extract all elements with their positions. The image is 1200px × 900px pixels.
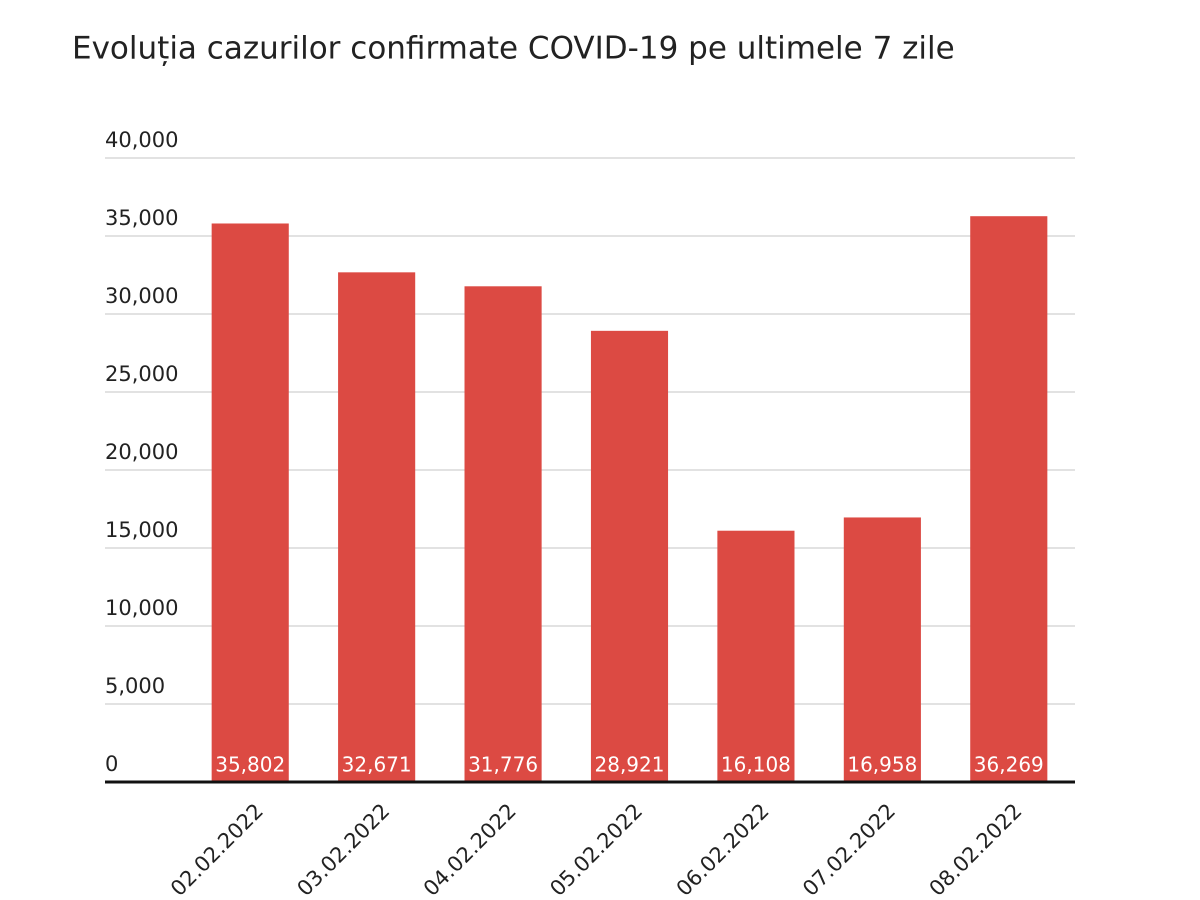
- bar: [970, 216, 1048, 782]
- y-tick-label: 35,000: [105, 206, 178, 230]
- x-tick-label: 07.02.2022: [798, 799, 900, 900]
- y-tick-label: 5,000: [105, 674, 165, 698]
- bar: [338, 272, 416, 782]
- y-tick-label: 0: [105, 752, 118, 776]
- chart-title: Evoluția cazurilor confirmate COVID-19 p…: [72, 31, 955, 67]
- x-tick-label: 02.02.2022: [166, 799, 268, 900]
- x-tick-label: 03.02.2022: [292, 799, 394, 900]
- value-label: 31,776: [468, 753, 538, 777]
- y-tick-label: 25,000: [105, 362, 178, 386]
- y-tick-label: 30,000: [105, 284, 178, 308]
- y-tick-label: 15,000: [105, 518, 178, 542]
- y-tick-label: 20,000: [105, 440, 178, 464]
- value-label: 36,269: [974, 753, 1044, 777]
- value-label: 32,671: [342, 753, 412, 777]
- bar: [590, 330, 669, 782]
- value-label: 16,108: [721, 753, 791, 777]
- bar: [211, 223, 289, 783]
- x-tick-label: 08.02.2022: [925, 799, 1027, 900]
- x-tick-label: 05.02.2022: [545, 799, 647, 900]
- y-tick-label: 10,000: [105, 596, 178, 620]
- bar: [843, 517, 921, 782]
- value-label: 16,958: [847, 753, 917, 777]
- x-tick-label: 04.02.2022: [419, 799, 521, 900]
- bar: [717, 530, 795, 782]
- x-tick-label: 06.02.2022: [672, 799, 774, 900]
- bar: [464, 286, 542, 782]
- value-label: 28,921: [595, 753, 665, 777]
- y-tick-label: 40,000: [105, 128, 178, 152]
- value-label: 35,802: [215, 753, 285, 777]
